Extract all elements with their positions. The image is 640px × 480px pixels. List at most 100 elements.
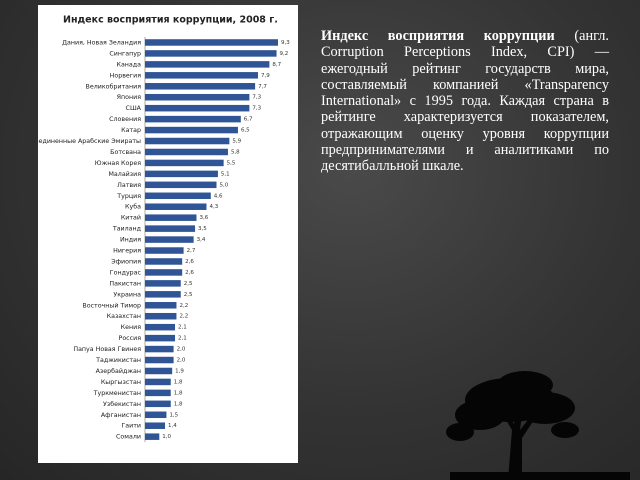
value-label: 2,0 (177, 358, 186, 364)
bar (145, 389, 171, 397)
bar (145, 50, 277, 57)
value-label: 1,8 (174, 379, 183, 385)
category-label: Таджикистан (95, 357, 141, 364)
category-label: Гаити (121, 423, 141, 430)
value-label: 3,5 (198, 226, 207, 232)
category-label: Украина (113, 291, 141, 298)
value-label: 2,6 (185, 259, 194, 265)
bar (145, 236, 194, 243)
value-label: 5,5 (227, 160, 236, 166)
bar (145, 148, 228, 156)
bar (145, 367, 173, 375)
value-label: 2,1 (178, 325, 187, 331)
chart-title: Индекс восприятия коррупции, 2008 г. (63, 15, 278, 26)
bar (145, 115, 241, 123)
bar (145, 345, 174, 353)
category-label: Восточный Тимор (82, 301, 141, 309)
bar (145, 203, 207, 210)
category-label: Гондурас (110, 269, 142, 276)
category-label: Ботсвана (110, 149, 141, 156)
value-label: 5,9 (232, 139, 241, 145)
value-label: 1,0 (162, 434, 171, 440)
description-text: (англ. Corruption Perceptions Index, CPI… (321, 28, 609, 175)
value-label: 2,5 (184, 281, 193, 287)
category-label: Куба (125, 203, 141, 211)
value-label: 7,3 (252, 95, 261, 101)
bar (145, 192, 211, 200)
bar (145, 258, 183, 265)
category-label: Сингапур (109, 50, 141, 57)
category-label: Азербайджан (96, 367, 141, 375)
value-label: 3,6 (199, 215, 208, 221)
bar (145, 93, 250, 101)
chart-background (38, 5, 298, 463)
bar (145, 400, 171, 408)
bar (145, 411, 167, 419)
bar (145, 181, 217, 189)
category-label: Япония (117, 94, 142, 101)
value-label: 2,0 (177, 347, 186, 353)
value-label: 5,8 (231, 149, 240, 155)
category-label: Индия (120, 237, 141, 244)
value-label: 2,2 (179, 303, 188, 309)
tree-silhouette (446, 371, 630, 480)
category-label: Южная Корея (95, 160, 141, 167)
bar (145, 104, 250, 112)
bar (145, 433, 160, 440)
category-label: Норвегия (110, 72, 142, 79)
category-label: Словения (109, 116, 141, 123)
category-label: Канада (116, 61, 141, 68)
value-label: 8,7 (272, 62, 281, 68)
category-label: Папуа Новая Гвинея (73, 346, 141, 353)
category-label: Малайзия (109, 170, 142, 178)
bar (145, 39, 278, 46)
value-label: 7,9 (261, 73, 270, 79)
bar (145, 61, 270, 68)
value-label: 1,5 (169, 412, 178, 418)
bar (145, 137, 230, 145)
bar (145, 170, 218, 178)
bar (145, 302, 177, 309)
category-label: Сомали (116, 434, 141, 441)
bar (145, 291, 181, 298)
bar (145, 247, 184, 254)
value-label: 5,0 (220, 182, 229, 188)
value-label: 4,3 (209, 204, 218, 210)
value-label: 6,5 (241, 128, 250, 134)
category-label: Россия (119, 335, 142, 342)
value-label: 9,3 (281, 40, 290, 46)
category-label: Пакистан (109, 280, 141, 287)
category-label: Великобритания (86, 82, 142, 90)
category-label: Нигерия (113, 248, 141, 255)
bar (145, 323, 176, 331)
value-label: 1,8 (174, 390, 183, 396)
category-label: Катар (121, 127, 141, 134)
value-label: 1,9 (175, 368, 184, 374)
bar (145, 83, 256, 90)
bar (145, 159, 224, 167)
chart: Индекс восприятия коррупции, 2008 г. Дан… (38, 5, 298, 463)
category-label: Объединенные Арабские Эмираты (38, 137, 141, 145)
category-label: Казахстан (107, 313, 141, 320)
bar (145, 225, 196, 232)
category-label: Кения (121, 324, 142, 331)
category-label: Дания, Новая Зеландия (62, 39, 141, 46)
category-label: Таиланд (112, 226, 142, 233)
value-label: 2,7 (187, 248, 196, 254)
value-label: 2,5 (184, 292, 193, 298)
value-label: 6,7 (244, 117, 253, 123)
bar (145, 126, 238, 134)
value-label: 4,6 (214, 193, 223, 199)
bar (145, 334, 176, 342)
value-label: 2,2 (179, 314, 188, 320)
value-label: 2,6 (185, 270, 194, 276)
value-label: 5,1 (221, 171, 230, 177)
description: Индекс восприятия коррупции (англ. Corru… (321, 28, 609, 175)
bar (145, 422, 166, 429)
value-label: 9,2 (280, 51, 289, 57)
value-label: 7,7 (258, 84, 267, 90)
category-label: Афганистан (101, 412, 141, 419)
bar (145, 312, 177, 320)
bar (145, 214, 197, 221)
